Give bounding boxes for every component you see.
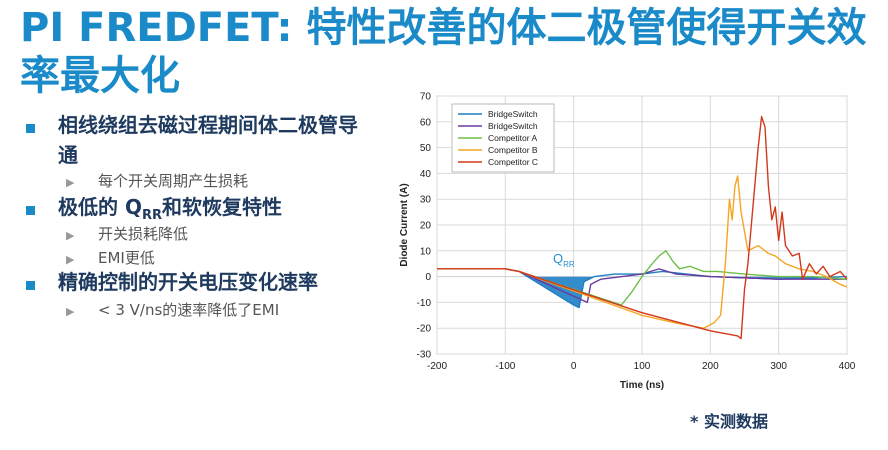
subscript: RR bbox=[141, 208, 162, 223]
x-tick-label: 400 bbox=[839, 361, 856, 372]
bullet: 极低的 QRR和软恢复特性 bbox=[58, 192, 282, 231]
bullet: 相线绕组去磁过程期间体二极管导通 bbox=[58, 113, 358, 167]
slide-title: PI FREDFET: 特性改善的体二极管使得开关效率最大化 bbox=[20, 5, 867, 99]
y-tick-label: -30 bbox=[417, 350, 432, 361]
legend-label: Competitor A bbox=[488, 133, 537, 143]
sub-bullet-icon: ▶ bbox=[66, 305, 75, 318]
x-tick-label: 0 bbox=[571, 361, 577, 372]
legend-label: BridgeSwitch bbox=[488, 109, 538, 119]
y-tick-label: -10 bbox=[417, 298, 432, 309]
x-tick-label: 300 bbox=[770, 361, 787, 372]
area-fill bbox=[527, 276, 847, 308]
y-axis-label: Diode Current (A) bbox=[399, 183, 410, 266]
x-axis-label: Time (ns) bbox=[620, 380, 664, 391]
footnote: * 实测数据 bbox=[690, 412, 768, 431]
x-tick-label: 100 bbox=[634, 361, 651, 372]
y-tick-label: -20 bbox=[417, 324, 432, 335]
x-tick-label: 200 bbox=[702, 361, 719, 372]
bullet-text: 和软恢复特性 bbox=[162, 195, 282, 219]
legend-label: Competitor C bbox=[488, 157, 538, 167]
bullet-icon bbox=[26, 124, 35, 133]
y-tick-label: 10 bbox=[420, 246, 432, 257]
sub-bullet: EMI更低 bbox=[98, 249, 155, 267]
annotation-sub: RR bbox=[563, 260, 575, 269]
y-tick-label: 0 bbox=[425, 272, 431, 283]
legend-label: BridgeSwitch bbox=[488, 121, 538, 131]
sub-bullet-icon: ▶ bbox=[66, 253, 75, 266]
y-tick-label: 30 bbox=[420, 195, 432, 206]
y-tick-label: 70 bbox=[420, 92, 432, 103]
sub-bullet: 开关损耗降低 bbox=[98, 225, 189, 243]
y-tick-label: 40 bbox=[420, 169, 432, 180]
series-line bbox=[437, 115, 848, 340]
x-tick-label: -200 bbox=[427, 361, 447, 372]
y-tick-label: 20 bbox=[420, 221, 432, 232]
sub-bullet: < 3 V/ns的速率降低了EMI bbox=[98, 301, 280, 319]
y-tick-label: 50 bbox=[420, 143, 432, 154]
x-tick-label: -100 bbox=[495, 361, 515, 372]
bullet-icon bbox=[26, 206, 35, 215]
sub-bullet-icon: ▶ bbox=[66, 176, 75, 189]
sub-bullet-icon: ▶ bbox=[66, 229, 75, 242]
bullet-icon bbox=[26, 281, 35, 290]
annotation: QRR bbox=[553, 251, 575, 269]
sub-bullet: 每个开关周期产生损耗 bbox=[98, 172, 249, 190]
y-tick-label: 60 bbox=[420, 117, 432, 128]
legend-label: Competitor B bbox=[488, 145, 538, 155]
annotation-text: Q bbox=[553, 251, 563, 266]
bullet-text: 极低的 Q bbox=[58, 195, 142, 219]
bullet: 精确控制的开关电压变化速率 bbox=[58, 270, 318, 294]
